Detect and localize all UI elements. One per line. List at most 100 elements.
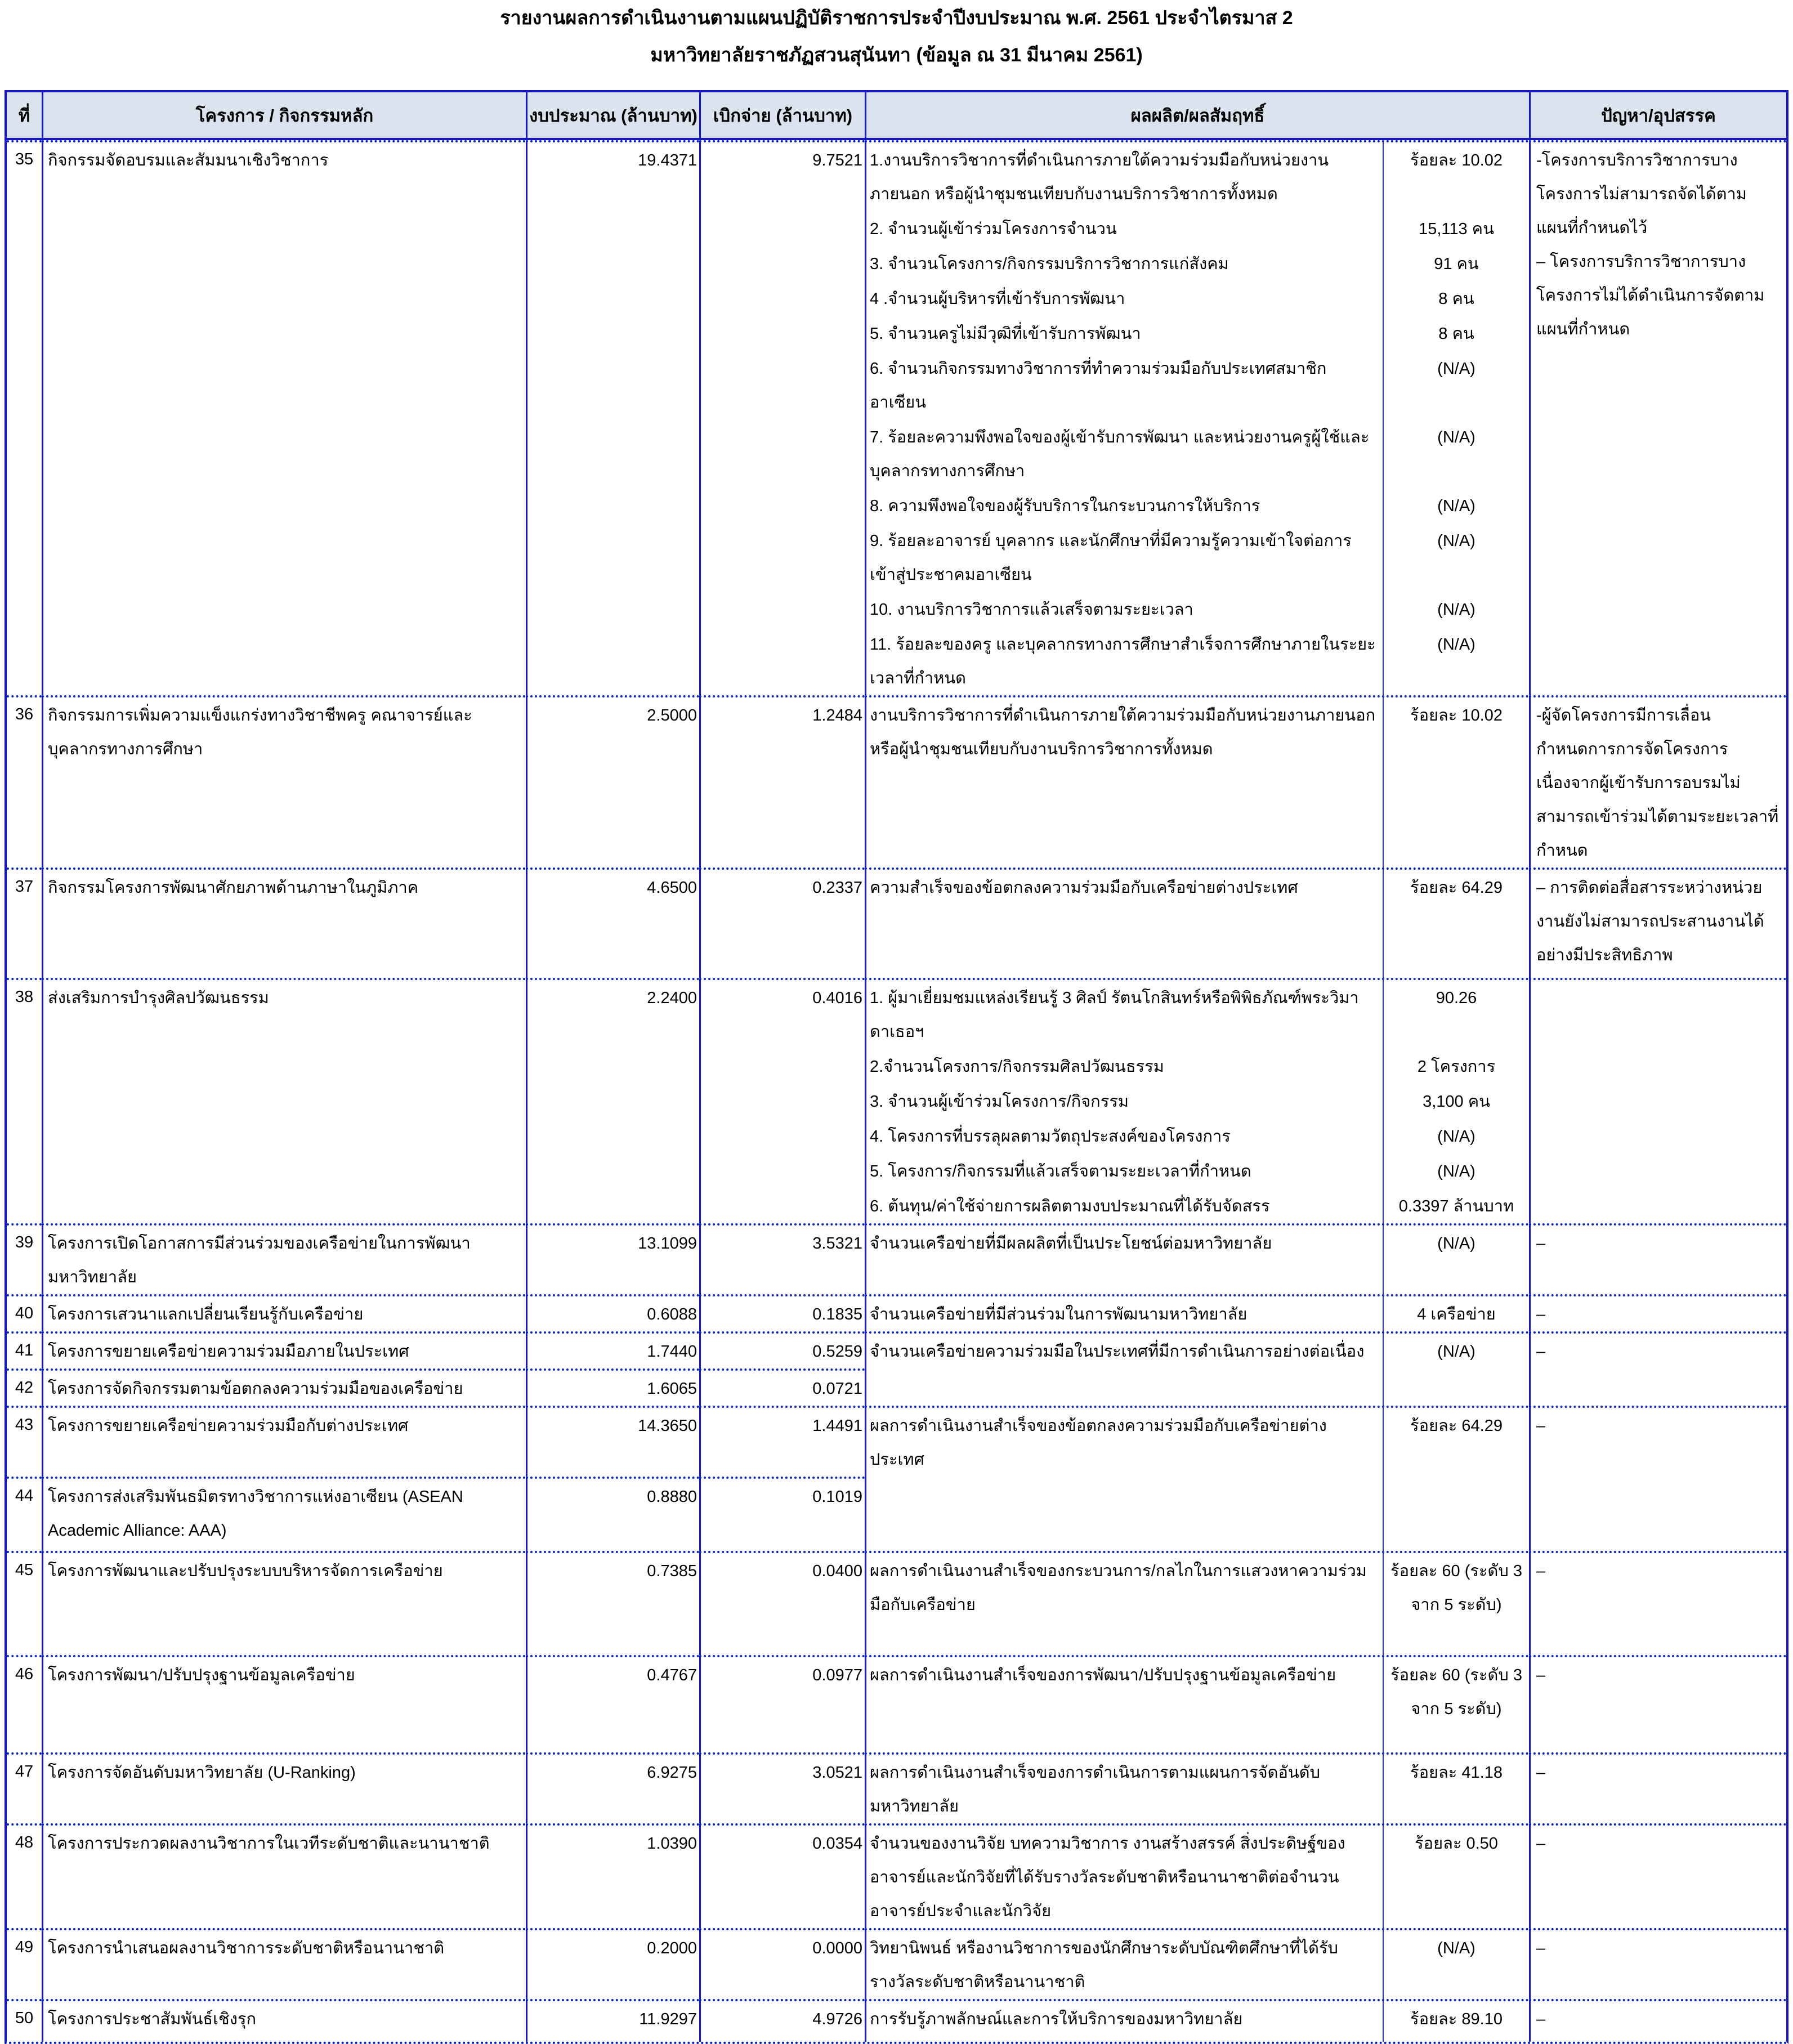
table-row: 42 โครงการจัดกิจกรรมตามข้อตกลงความร่วมมื…	[7, 1368, 1786, 1406]
budget-value: 13.1099	[526, 1223, 699, 1294]
output-cell: วิทยานิพนธ์ หรืองานวิชาการของนักศึกษาระด…	[865, 1928, 1529, 1999]
row-no: 46	[7, 1655, 42, 1752]
problem-cell: – การติดต่อสื่อสารระหว่างหน่วยงานยังไม่ส…	[1529, 867, 1786, 978]
budget-value: 4.6500	[526, 867, 699, 978]
problem-cell: –	[1529, 1752, 1786, 1823]
output-value: (N/A)	[1437, 1343, 1475, 1361]
problem-cell: –	[1529, 1551, 1786, 1655]
table-row: 48 โครงการประกวดผลงานวิชาการในเวทีระดับช…	[7, 1823, 1786, 1928]
output-item: 1. ผู้มาเยี่ยมชมแหล่งเรียนรู้ 3 ศิลป์ รั…	[866, 980, 1529, 1049]
output-item: ความสำเร็จของข้อตกลงความร่วมมือกับเครือข…	[866, 870, 1529, 905]
header-project: โครงการ / กิจกรรมหลัก	[42, 92, 526, 138]
problem-cell	[1529, 978, 1786, 1223]
output-cell	[865, 1368, 1529, 1406]
output-item: 6. ต้นทุน/ค่าใช้จ่ายการผลิตตามงบประมาณที…	[866, 1188, 1529, 1223]
problem-cell	[1529, 1368, 1786, 1406]
output-item: ผลการดำเนินงานสำเร็จของการพัฒนา/ปรับปรุง…	[866, 1657, 1529, 1726]
output-item: งานบริการวิชาการที่ดำเนินการภายใต้ความร่…	[866, 697, 1529, 766]
output-value: (N/A)	[1437, 1235, 1475, 1253]
problem-cell: –	[1529, 1223, 1786, 1294]
output-value: ร้อยละ 64.29	[1410, 1417, 1503, 1435]
disbursed-value: 9.7521	[699, 140, 865, 695]
budget-value: 19.4371	[526, 140, 699, 695]
disbursed-value: 0.0354	[699, 1823, 865, 1928]
output-item: 5. จำนวนครูไม่มีวุฒิที่เข้ารับการพัฒนา 8 …	[866, 316, 1529, 351]
output-item: การรับรู้ภาพลักษณ์และการให้บริการของมหาว…	[866, 2001, 1529, 2036]
row-no: 40	[7, 1294, 42, 1331]
output-item: 9. ร้อยละอาจารย์ บุคลากร และนักศึกษาที่ม…	[866, 523, 1529, 592]
output-value: 8 คน	[1438, 325, 1474, 343]
output-value: (N/A)	[1437, 636, 1475, 654]
disbursed-value: 0.0977	[699, 1655, 865, 1752]
budget-value: 1.7440	[526, 1331, 699, 1368]
output-item: จำนวนเครือข่ายที่มีผลผลิตที่เป็นประโยชน์…	[866, 1225, 1529, 1260]
budget-value: 0.2000	[526, 1928, 699, 1999]
project-name: โครงการเสวนาแลกเปลี่ยนเรียนรู้กับเครือข่…	[42, 1294, 526, 1331]
output-cell: งานบริการวิชาการที่ดำเนินการภายใต้ความร่…	[865, 695, 1529, 867]
row-no: 38	[7, 978, 42, 1223]
output-value: (N/A)	[1437, 360, 1475, 378]
project-name: โครงการขยายเครือข่ายความร่วมมือภายในประเ…	[42, 1331, 526, 1368]
results-table: ที่ โครงการ / กิจกรรมหลัก งบประมาณ (ล้าน…	[5, 90, 1788, 2044]
output-item: ผลการดำเนินงานสำเร็จของการดำเนินการตามแผ…	[866, 1755, 1529, 1823]
output-item: 10. งานบริการวิชาการแล้วเสร็จตามระยะเวลา…	[866, 592, 1529, 627]
disbursed-value: 0.0721	[699, 1368, 865, 1406]
table-row: 41 โครงการขยายเครือข่ายความร่วมมือภายในป…	[7, 1331, 1786, 1368]
row-no: 50	[7, 1999, 42, 2042]
output-value: 91 คน	[1434, 255, 1479, 273]
problem-cell: –	[1529, 1331, 1786, 1368]
row-no: 48	[7, 1823, 42, 1928]
output-cell: 1. ผู้มาเยี่ยมชมแหล่งเรียนรู้ 3 ศิลป์ รั…	[865, 978, 1529, 1223]
budget-value: 2.2400	[526, 978, 699, 1223]
budget-value: 11.9297	[526, 1999, 699, 2042]
row-no: 36	[7, 695, 42, 867]
problem-cell: –	[1529, 1294, 1786, 1331]
output-item: 2. จำนวนผู้เข้าร่วมโครงการจำนวน 15,113 คน	[866, 211, 1529, 246]
header-problem: ปัญหา/อุปสรรค	[1529, 92, 1786, 138]
output-cell: 1.งานบริการวิชาการที่ดำเนินการภายใต้ความ…	[865, 140, 1529, 695]
output-value: (N/A)	[1437, 1939, 1475, 1957]
table-row: 38 ส่งเสริมการบำรุงศิลปวัฒนธรรม 2.2400 0…	[7, 978, 1786, 1223]
header-no: ที่	[18, 105, 30, 126]
output-value: (N/A)	[1437, 532, 1475, 550]
table-row: 49 โครงการนำเสนอผลงานวิชาการระดับชาติหรื…	[7, 1928, 1786, 1999]
project-name: โครงการจัดกิจกรรมตามข้อตกลงความร่วมมือขอ…	[42, 1368, 526, 1406]
disbursed-value: 3.0521	[699, 1752, 865, 1823]
output-cell: การรับรู้ภาพลักษณ์และการให้บริการของมหาว…	[865, 1999, 1529, 2042]
header-disbursed: เบิกจ่าย (ล้านบาท)	[699, 92, 865, 138]
disbursed-value: 0.1019	[699, 1477, 865, 1551]
budget-value: 14.3650	[526, 1406, 699, 1477]
output-value: 15,113 คน	[1419, 220, 1494, 238]
output-item: 3. จำนวนผู้เข้าร่วมโครงการ/กิจกรรม 3,100 …	[866, 1084, 1529, 1119]
output-value: 8 คน	[1438, 290, 1474, 308]
report-header: รายงานผลการดำเนินงานตามแผนปฏิบัติราชการป…	[0, 0, 1793, 66]
project-name: กิจกรรมการเพิ่มความแข็งแกร่งทางวิชาชีพคร…	[42, 695, 526, 867]
output-cell: จำนวนเครือข่ายความร่วมมือในประเทศที่มีกา…	[865, 1331, 1529, 1368]
project-name: โครงการประกวดผลงานวิชาการในเวทีระดับชาติ…	[42, 1823, 526, 1928]
problem-cell: -ผู้จัดโครงการมีการเลื่อนกำหนดการการจัดโ…	[1529, 695, 1786, 867]
page-title: รายงานผลการดำเนินงานตามแผนปฏิบัติราชการป…	[500, 7, 1293, 29]
project-name: ส่งเสริมการบำรุงศิลปวัฒนธรรม	[42, 978, 526, 1223]
output-item: 11. ร้อยละของครู และบุคลากรทางการศึกษาสำ…	[866, 627, 1529, 695]
output-value: ร้อยละ 0.50	[1415, 1835, 1498, 1853]
row-no: 39	[7, 1223, 42, 1294]
output-value: ร้อยละ 60 (ระดับ 3 จาก 5 ระดับ)	[1390, 1666, 1522, 1718]
table-row: 46 โครงการพัฒนา/ปรับปรุงฐานข้อมูลเครือข่…	[7, 1655, 1786, 1752]
project-name: โครงการพัฒนาและปรับปรุงระบบบริหารจัดการเ…	[42, 1551, 526, 1655]
header-budget: งบประมาณ (ล้านบาท)	[526, 92, 699, 138]
row-no: 49	[7, 1928, 42, 1999]
table-row: 37 กิจกรรมโครงการพัฒนาศักยภาพด้านภาษาในภ…	[7, 867, 1786, 978]
budget-value: 0.6088	[526, 1294, 699, 1331]
row-no: 47	[7, 1752, 42, 1823]
output-value: ร้อยละ 41.18	[1410, 1764, 1503, 1782]
problem-cell: –	[1529, 1999, 1786, 2042]
row-no: 37	[7, 867, 42, 978]
output-item: วิทยานิพนธ์ หรืองานวิชาการของนักศึกษาระด…	[866, 1930, 1529, 1999]
output-cell: จำนวนของงานวิจัย บทความวิชาการ งานสร้างส…	[865, 1823, 1529, 1928]
row-no: 42	[7, 1368, 42, 1406]
project-name: กิจกรรมจัดอบรมและสัมมนาเชิงวิชาการ	[42, 140, 526, 695]
row-no: 45	[7, 1551, 42, 1655]
output-item: ผลการดำเนินงานสำเร็จของกระบวนการ/กลไกในก…	[866, 1553, 1529, 1622]
output-value: (N/A)	[1437, 1128, 1475, 1146]
table-row: 36 กิจกรรมการเพิ่มความแข็งแกร่งทางวิชาชี…	[7, 695, 1786, 867]
